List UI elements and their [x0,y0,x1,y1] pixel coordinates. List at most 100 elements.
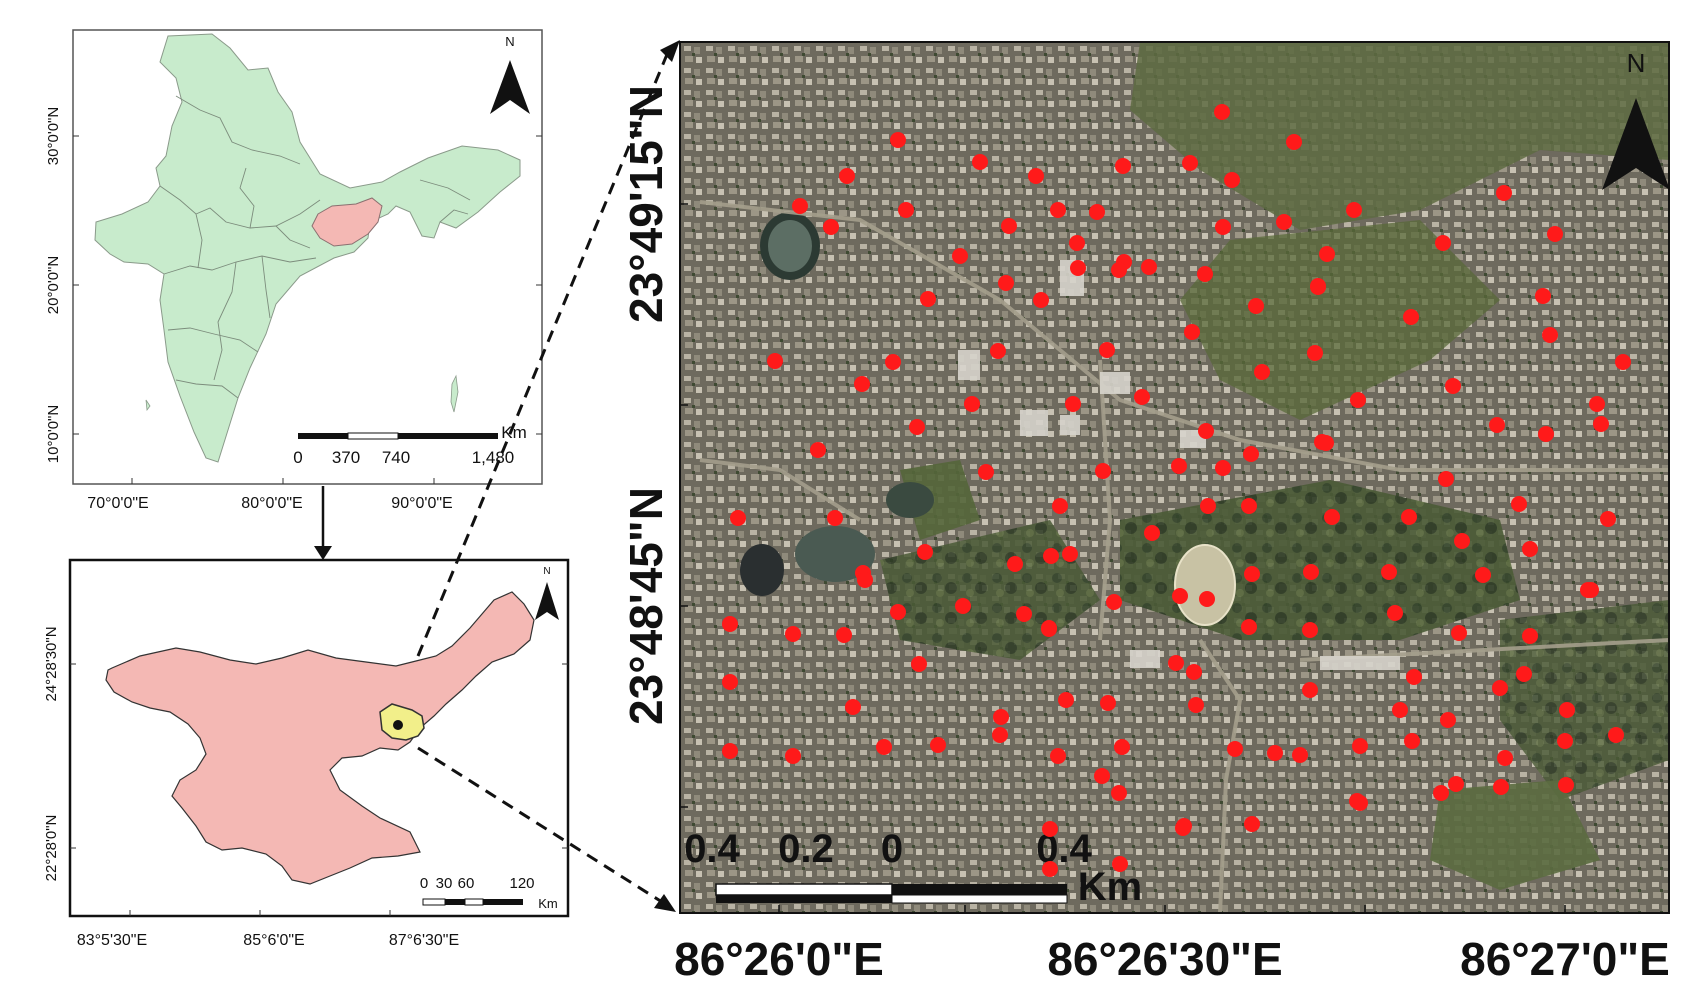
sample-point [1186,664,1202,680]
sample-point [1042,821,1058,837]
sample-point [1615,354,1631,370]
state-north-label: N [543,566,550,577]
sample-point [1184,324,1200,340]
state-scale-tick-120: 120 [509,875,534,892]
sample-point [911,656,927,672]
sample-point [1516,666,1532,682]
india-map-panel: 30°0'0"N 20°0'0"N 10°0'0"N 70°0'0"E 80°0… [45,29,543,512]
sample-point [952,248,968,264]
satellite-image [680,42,1670,914]
sample-point [1448,776,1464,792]
sample-point [964,396,980,412]
study-scale-tick-0: 0 [881,827,903,871]
sample-point [839,168,855,184]
sample-point [823,219,839,235]
sample-point [1043,548,1059,564]
sample-point [1112,856,1128,872]
sample-point [1111,262,1127,278]
sample-point [876,739,892,755]
sample-point [1522,541,1538,557]
sample-point [845,699,861,715]
study-lon-label-26-30: 86°26'30"E [1047,933,1282,985]
sample-point [722,674,738,690]
sample-point [890,604,906,620]
sample-point [1168,655,1184,671]
sample-point [1028,168,1044,184]
sample-point [1241,619,1257,635]
sample-point [993,709,1009,725]
sample-point [1214,104,1230,120]
sample-point [1433,785,1449,801]
india-lat-label-20: 20°0'0"N [45,256,62,314]
sample-point [1199,591,1215,607]
sample-point [767,353,783,369]
sample-point [1489,417,1505,433]
india-scale-unit: Km [501,423,527,442]
sample-point [1033,292,1049,308]
sample-point [1403,309,1419,325]
india-to-state-arrow [314,486,332,560]
sample-point [810,442,826,458]
sample-point [1244,816,1260,832]
state-scale-bar [422,898,523,906]
sample-point [1134,389,1150,405]
sample-point [1100,695,1116,711]
sample-point [1392,702,1408,718]
sample-point [1559,702,1575,718]
jharkhand-state-shape [105,591,535,885]
zoom-connector-lines [416,51,670,904]
sample-point [898,202,914,218]
sample-point [1099,342,1115,358]
india-scale-tick-370: 370 [332,448,360,467]
state-scale-tick-0: 0 [420,875,428,892]
india-lon-label-90: 90°0'0"E [391,495,452,512]
sample-point [854,376,870,392]
sample-point [1106,594,1122,610]
sample-point [1346,202,1362,218]
sample-point [1303,564,1319,580]
sample-point [1111,785,1127,801]
state-lon-label-85: 85°6'0"E [243,932,304,949]
sample-point [792,198,808,214]
sample-point [1302,682,1318,698]
sample-point [1050,748,1066,764]
sample-point [1438,471,1454,487]
sample-point [1593,416,1609,432]
sample-point [827,510,843,526]
sample-point [836,627,852,643]
sample-point [992,727,1008,743]
india-lon-label-70: 70°0'0"E [87,495,148,512]
sample-point [1445,378,1461,394]
india-scale-tick-740: 740 [382,448,410,467]
sample-point [1493,779,1509,795]
study-area-frame [679,41,1670,914]
sample-point [722,743,738,759]
state-lon-label-87: 87°6'30"E [389,932,459,949]
india-lat-label-30: 30°0'0"N [45,107,62,165]
sample-point [1538,426,1554,442]
sample-point [885,354,901,370]
sample-point [1310,278,1326,294]
sample-point [930,737,946,753]
sample-point [890,132,906,148]
sample-point [1115,158,1131,174]
sample-point [1589,396,1605,412]
sample-point [1041,621,1057,637]
sample-point [1089,204,1105,220]
sample-point [1435,235,1451,251]
sample-point [1182,155,1198,171]
sample-point [1243,446,1259,462]
sample-point [1200,498,1216,514]
sample-point [972,154,988,170]
sample-point [1349,793,1365,809]
sample-point [1557,733,1573,749]
sample-point [1171,458,1187,474]
sample-point [1241,498,1257,514]
sample-point [1062,546,1078,562]
sample-point [1069,235,1085,251]
sample-point [1094,768,1110,784]
sample-point [1095,463,1111,479]
sample-point [1197,266,1213,282]
sample-point [1319,246,1335,262]
sample-point [857,572,873,588]
